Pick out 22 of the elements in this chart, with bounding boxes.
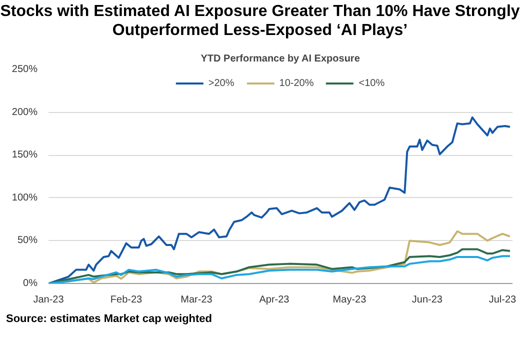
- x-tick-label: Apr-23: [259, 294, 290, 306]
- x-tick-label: Feb-23: [110, 294, 143, 306]
- line-series: [48, 255, 511, 284]
- x-tick-label: Jul-23: [488, 294, 517, 306]
- y-tick-label: 100%: [12, 192, 38, 204]
- y-tick-label: 250%: [12, 64, 38, 75]
- chart-subtitle: YTD Performance by AI Exposure: [200, 54, 360, 64]
- legend-label: <10%: [358, 78, 385, 88]
- y-tick-label: 50%: [17, 235, 38, 246]
- legend-label: 10-20%: [279, 78, 314, 88]
- chart-title: Stocks with Estimated AI Exposure Greater Than 10% Have Strongly Outperformed Less-Exposed ‘AI Plays’: [0, 2, 520, 40]
- source-note: Source: estimates Market cap weighted: [6, 313, 212, 325]
- x-tick-label: Mar-23: [180, 294, 213, 306]
- y-tick-label: 150%: [12, 150, 38, 161]
- x-tick-label: Jun-23: [412, 294, 443, 306]
- line-series: [48, 116, 511, 284]
- y-tick-label: 0%: [23, 278, 38, 289]
- x-tick-label: May-23: [332, 294, 367, 306]
- legend-label: >20%: [208, 78, 234, 88]
- line-series: [48, 248, 511, 284]
- y-tick-label: 200%: [12, 106, 38, 118]
- x-tick-label: Jan-23: [33, 294, 64, 306]
